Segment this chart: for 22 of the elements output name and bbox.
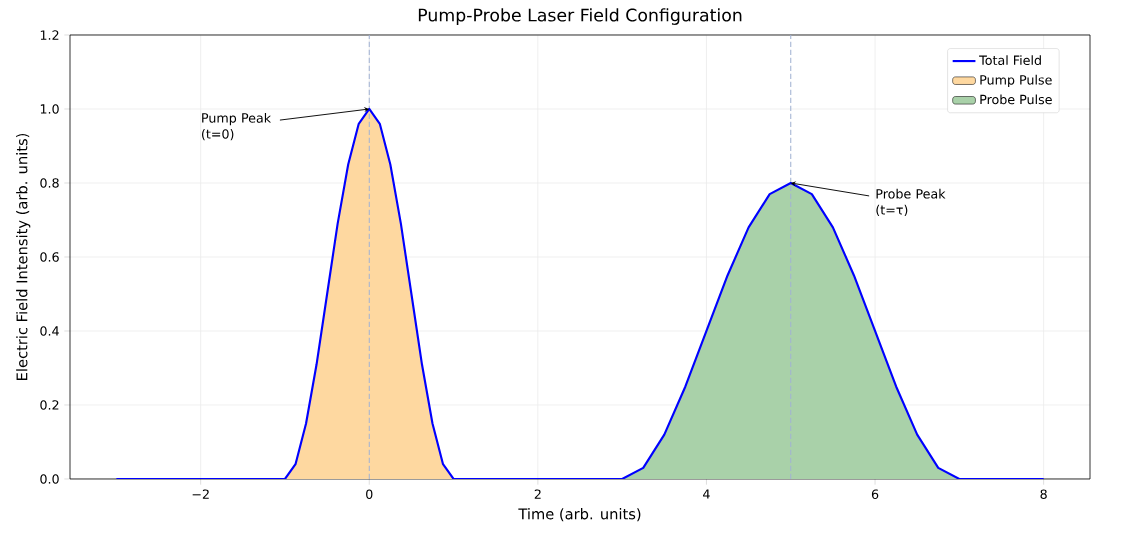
x-axis-title: Time (arb. units) [518, 508, 641, 522]
legend-label: Pump Pulse [980, 74, 1052, 88]
y-tick-label: 1.2 [40, 30, 59, 40]
legend-label: Total Field [979, 55, 1041, 66]
x-tick-label: 0 [366, 489, 373, 499]
annotation: Probe Peak (t=τ) [876, 188, 946, 217]
x-tick-label: 8 [1040, 489, 1047, 499]
y-tick-label: 0.6 [40, 252, 59, 262]
legend-label: Probe Pulse [980, 94, 1052, 105]
y-tick-label: 0.0 [40, 474, 59, 484]
y-tick-label: 0.4 [40, 326, 59, 336]
y-axis-title: Electric Field Intensity (arb. units) [16, 133, 31, 380]
x-tick-label: −2 [192, 489, 209, 499]
chart-title: Pump-Probe Laser Field Configuration [418, 8, 742, 25]
y-tick-label: 0.2 [40, 400, 59, 410]
y-tick-label: 1.0 [40, 104, 59, 114]
line-series [115, 107, 1045, 479]
x-tick-label: 4 [703, 489, 710, 499]
annotation: Pump Peak (t=0) [202, 112, 272, 141]
x-tick-label: 6 [871, 489, 879, 499]
y-tick-label: 0.8 [40, 178, 59, 188]
x-tick-label: 2 [534, 489, 541, 499]
